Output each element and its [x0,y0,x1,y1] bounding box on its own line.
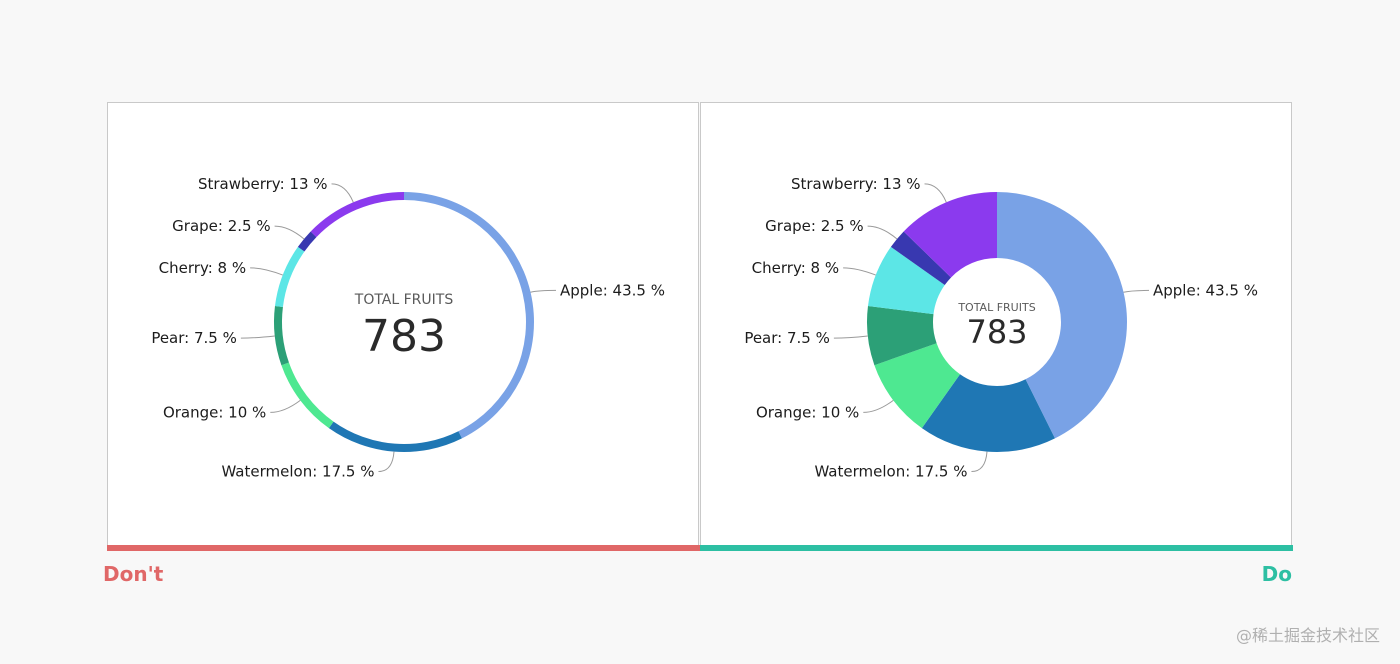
do-indicator-bar [700,545,1293,551]
leader-line-strawberry [331,183,354,203]
do-donut-chart: Apple: 43.5 % Watermelon: 17.5 % Orange: 1… [744,175,1258,481]
slice-pear [867,306,937,366]
dont-label: Don't [103,562,164,586]
center-total-value: 783 [966,313,1027,351]
slice-label-grape: Grape: 2.5 % [172,217,270,235]
leader-line-cherry [843,267,876,276]
do-chart-panel: Apple: 43.5 % Watermelon: 17.5 % Orange: 1… [700,102,1292,548]
watermark: @稀土掘金技术社区 [1235,626,1380,645]
leader-line-grape [274,225,305,240]
slice-label-cherry: Cherry: 8 % [752,259,839,277]
dont-ring-chart: Apple: 43.5 % Watermelon: 17.5 % Orange: 1… [151,175,665,481]
slice-watermelon [328,421,462,452]
slice-label-pear: Pear: 7.5 % [744,329,830,347]
slice-orange [874,343,961,429]
slice-watermelon [921,374,1055,452]
leader-line-cherry [250,267,283,276]
slice-label-watermelon: Watermelon: 17.5 % [221,463,374,481]
dont-chart-panel: Apple: 43.5 % Watermelon: 17.5 % Orange: 1… [107,102,699,548]
slice-label-orange: Orange: 10 % [163,403,266,421]
leader-line-orange [270,399,301,413]
slice-strawberry [903,192,997,278]
leader-line-watermelon [971,451,988,473]
slice-label-orange: Orange: 10 % [756,403,859,421]
leader-line-strawberry [924,183,947,203]
slice-label-strawberry: Strawberry: 13 % [791,175,921,193]
slice-grape [297,231,317,252]
leader-line-watermelon [378,451,395,473]
slice-orange [281,362,334,429]
center-label: TOTAL FRUITS [957,301,1035,314]
leader-line-pear [833,335,868,339]
center-label: TOTAL FRUITS [354,292,454,308]
slice-cherry [867,246,945,315]
slice-apple [997,192,1127,439]
slice-label-cherry: Cherry: 8 % [159,259,246,277]
slice-label-strawberry: Strawberry: 13 % [198,175,328,193]
slice-pear [274,306,289,366]
leader-line-grape [867,225,898,240]
slice-label-grape: Grape: 2.5 % [765,217,863,235]
leader-line-pear [240,335,275,339]
leader-line-apple [530,289,557,293]
slice-label-apple: Apple: 43.5 % [1153,281,1258,299]
center-total-value: 783 [362,311,446,362]
leader-line-orange [863,399,894,413]
do-label: Do [1261,562,1292,586]
slice-cherry [274,246,305,308]
slice-strawberry [310,192,404,238]
slice-label-apple: Apple: 43.5 % [560,281,665,299]
dont-indicator-bar [107,545,700,551]
leader-line-apple [1123,289,1150,293]
slice-label-pear: Pear: 7.5 % [151,329,237,347]
slice-label-watermelon: Watermelon: 17.5 % [814,463,967,481]
slice-grape [890,231,952,286]
